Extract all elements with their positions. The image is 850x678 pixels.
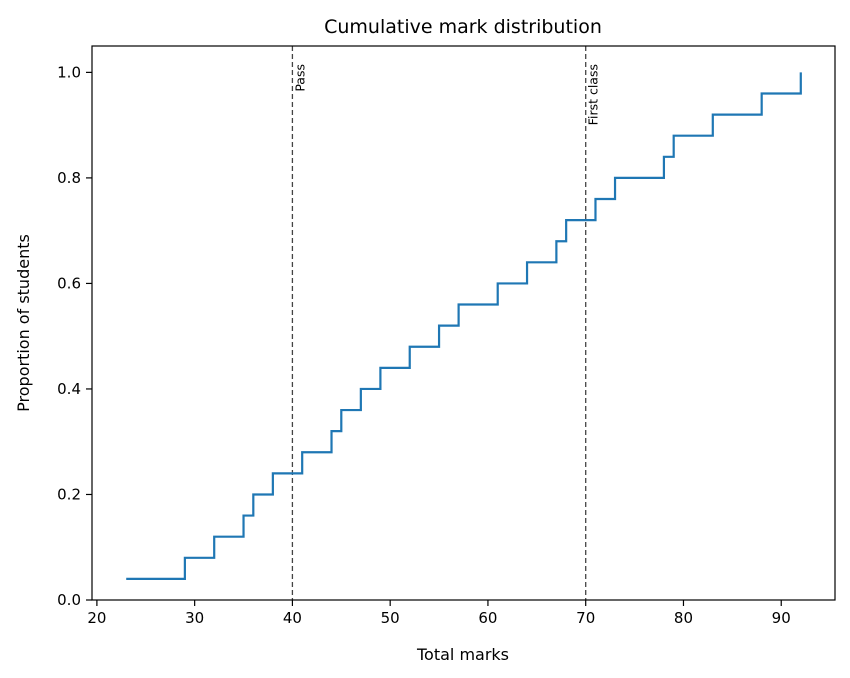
- y-tick-label: 0.2: [57, 485, 81, 503]
- x-axis-ticks: 20 30 40 50 60 70 80 90: [87, 600, 791, 627]
- y-tick-label: 0.6: [57, 274, 81, 292]
- y-tick-label: 0.0: [57, 591, 81, 609]
- x-tick-label: 30: [185, 609, 204, 627]
- y-tick-label: 0.4: [57, 380, 81, 398]
- cdf-step-line: [126, 72, 802, 580]
- y-tick-label: 1.0: [57, 63, 81, 81]
- reference-line-label: Pass: [292, 64, 307, 92]
- reference-line-label: First class: [586, 64, 601, 125]
- y-axis-ticks: 0.0 0.2 0.4 0.6 0.8 1.0: [57, 63, 92, 609]
- x-tick-label: 90: [772, 609, 791, 627]
- x-tick-label: 20: [87, 609, 106, 627]
- reference-lines: Pass First class: [291, 46, 601, 600]
- x-axis-label: Total marks: [416, 645, 509, 664]
- y-axis-label: Proportion of students: [14, 234, 33, 412]
- axes-frame: [91, 45, 836, 601]
- y-tick-label: 0.8: [57, 169, 81, 187]
- x-tick-label: 60: [478, 609, 497, 627]
- series-layer: [126, 72, 802, 580]
- x-tick-label: 70: [576, 609, 595, 627]
- x-tick-label: 50: [381, 609, 400, 627]
- x-tick-label: 80: [674, 609, 693, 627]
- chart-title: Cumulative mark distribution: [324, 16, 602, 38]
- x-tick-label: 40: [283, 609, 302, 627]
